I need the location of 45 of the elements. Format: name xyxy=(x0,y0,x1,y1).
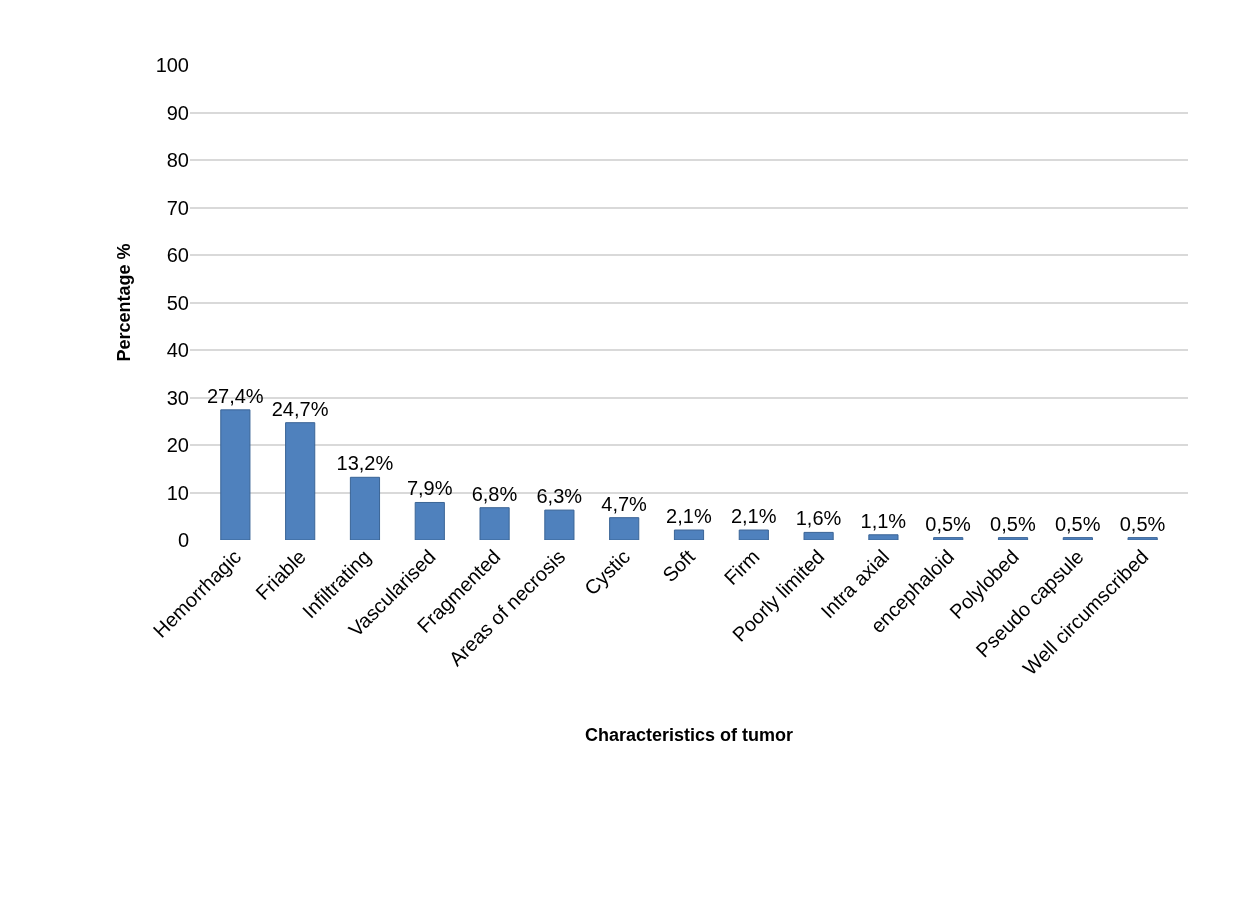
bar xyxy=(997,537,1029,540)
data-label: 0,5% xyxy=(1054,512,1101,535)
y-tick-label: 70 xyxy=(166,196,189,219)
y-tick-label: 50 xyxy=(166,291,189,314)
y-tick-label: 10 xyxy=(166,481,189,504)
data-label: 4,7% xyxy=(601,492,648,515)
bar xyxy=(220,409,251,540)
x-tick-label: Soft xyxy=(658,545,700,587)
y-tick-label: 80 xyxy=(166,149,189,171)
x-tick-label: Firm xyxy=(719,545,764,590)
y-tick-label: 90 xyxy=(166,101,189,124)
data-label: 6,8% xyxy=(471,482,518,505)
data-label: 2,1% xyxy=(730,505,777,528)
bar xyxy=(868,534,899,540)
bar xyxy=(479,507,510,540)
data-label: 7,9% xyxy=(406,477,453,500)
y-tick-label: 100 xyxy=(155,54,189,76)
bar xyxy=(349,476,381,540)
data-label: 13,2% xyxy=(336,452,394,475)
bar xyxy=(803,531,834,540)
y-tick-label: 40 xyxy=(166,339,189,361)
bar xyxy=(544,509,575,540)
bar xyxy=(1062,537,1093,540)
data-label: 27,4% xyxy=(206,384,264,407)
bar xyxy=(609,517,640,540)
y-axis-title: Percentage % xyxy=(113,243,134,362)
bar xyxy=(285,422,316,540)
bar xyxy=(673,529,705,540)
bar xyxy=(1127,537,1158,540)
data-label: 24,7% xyxy=(271,397,329,420)
data-label: 1,6% xyxy=(795,507,842,530)
data-label: 0,5% xyxy=(990,512,1036,535)
y-tick-label: 0 xyxy=(177,529,189,551)
y-tick-label: 20 xyxy=(166,434,189,456)
data-label: 1,1% xyxy=(860,509,907,532)
bar xyxy=(738,529,769,540)
x-axis-title: Characteristics of tumor xyxy=(584,725,794,746)
bar xyxy=(933,537,964,540)
data-label: 0,5% xyxy=(925,512,972,535)
bar xyxy=(414,501,445,540)
y-tick-label: 60 xyxy=(166,244,189,266)
y-tick-label: 30 xyxy=(166,386,189,409)
data-label: 6,3% xyxy=(536,485,583,508)
data-label: 2,1% xyxy=(666,505,712,528)
data-label: 0,5% xyxy=(1119,512,1166,535)
